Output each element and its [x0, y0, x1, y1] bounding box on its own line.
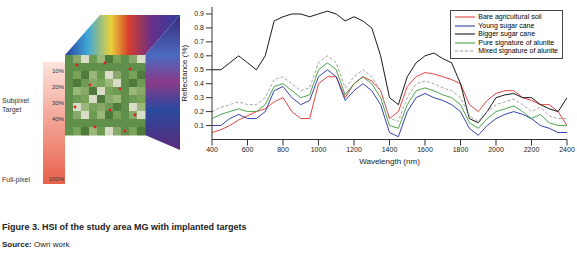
html-text:Full-pixel: Full-pixel [2, 176, 30, 183]
svg-text:1600: 1600 [417, 146, 433, 153]
html-text:Bigger sugar cane: Bigger sugar cane [478, 30, 535, 37]
html-text:20%: 20% [52, 84, 64, 90]
svg-text:400: 400 [206, 146, 218, 153]
html-text:Young sugar cane: Young sugar cane [478, 21, 535, 29]
html-text:Pure signature of alunite: Pure signature of alunite [478, 38, 555, 46]
svg-text:0.9: 0.9 [194, 10, 204, 17]
html-text:30%: 30% [52, 100, 64, 106]
svg-text:0.5: 0.5 [194, 66, 204, 73]
svg-text:1000: 1000 [311, 146, 327, 153]
svg-text:600: 600 [242, 146, 254, 153]
svg-text:Wavelength (nm): Wavelength (nm) [359, 157, 420, 166]
svg-text:2200: 2200 [524, 146, 540, 153]
html-text:Bare agricultural soil: Bare agricultural soil [478, 13, 542, 20]
svg-text:1800: 1800 [453, 146, 469, 153]
html-text:Figure 3. HSI of the study are: Figure 3. HSI of the study area MG with … [2, 222, 247, 232]
html-text:Mixed signature of alunite: Mixed signature of alunite [478, 47, 558, 54]
svg-text:1200: 1200 [346, 146, 362, 153]
svg-text:0.4: 0.4 [194, 80, 204, 87]
html-text:100%: 100% [48, 176, 64, 182]
svg-text:800: 800 [277, 146, 289, 153]
svg-text:2000: 2000 [488, 146, 504, 153]
svg-text:Reflectance (%): Reflectance (%) [180, 44, 189, 101]
svg-text:0.2: 0.2 [194, 108, 204, 115]
svg-text:0.6: 0.6 [194, 52, 204, 59]
svg-text:0.8: 0.8 [194, 24, 204, 31]
html-text:Subpixel Target: Subpixel Target [2, 97, 29, 113]
svg-text:0.7: 0.7 [194, 38, 204, 45]
svg-text:0.3: 0.3 [194, 94, 204, 101]
html-text:10%: 10% [52, 68, 64, 74]
html-text:40%: 40% [52, 116, 64, 122]
html-text:Source: Own work: Source: Own work [2, 240, 70, 249]
svg-text:2400: 2400 [559, 146, 575, 153]
svg-text:1400: 1400 [382, 146, 398, 153]
svg-text:0.1: 0.1 [194, 122, 204, 129]
